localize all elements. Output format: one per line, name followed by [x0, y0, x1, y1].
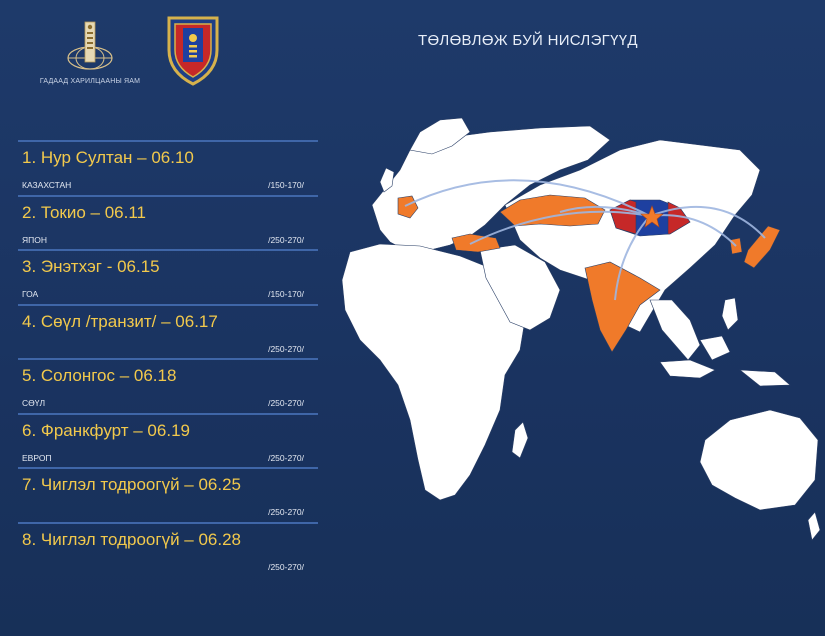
flight-item-3: 3. Энэтхэг - 06.15 ГОА /150-170/ — [18, 249, 318, 304]
scandinavia-land — [409, 117, 471, 155]
flight-item-1: 1. Нур Султан – 06.10 КАЗАХСТАН /150-170… — [18, 140, 318, 195]
flight-title: 7. Чиглэл тодроогүй – 06.25 — [22, 475, 242, 494]
flight-title: 1. Нур Султан – 06.10 — [22, 148, 194, 167]
flight-item-8: 8. Чиглэл тодроогүй – 06.28 /250-270/ — [18, 521, 318, 577]
madagascar-land — [511, 421, 529, 459]
flight-title: 4. Сөүл /транзит/ – 06.17 — [22, 311, 218, 331]
flight-passenger-range: /150-170/ — [268, 180, 304, 190]
page-title: ТӨЛӨВЛӨЖ БУЙ НИСЛЭГҮҮД — [418, 32, 638, 49]
police-emblem-icon — [167, 16, 219, 86]
flight-item-6: 6. Франкфурт – 06.19 ЕВРОП /250-270/ — [18, 412, 318, 468]
japan-highlight — [743, 225, 781, 269]
philippines-land — [721, 297, 739, 331]
flight-passenger-range: /250-270/ — [268, 561, 304, 572]
ministry-logo-icon — [67, 21, 113, 70]
route-japan — [649, 205, 766, 239]
flight-item-7: 7. Чиглэл тодроогүй – 06.25 /250-270/ — [18, 467, 318, 522]
kazakhstan-highlight — [499, 194, 606, 227]
flight-passenger-range: /250-270/ — [268, 343, 304, 354]
flight-passenger-range: /250-270/ — [268, 452, 304, 463]
turkey-highlight — [451, 233, 501, 253]
flight-passenger-range: /250-270/ — [268, 234, 304, 245]
new-guinea-land — [739, 369, 791, 387]
flight-country: ГОА — [22, 289, 39, 299]
indonesia-land — [659, 359, 716, 379]
flight-country: ЕВРОП — [22, 452, 52, 463]
ministry-name: ГАДААД ХАРИЛЦААНЫ ЯАМ — [39, 78, 141, 85]
australia-land — [699, 409, 819, 511]
africa-land — [341, 243, 526, 501]
borneo-land — [699, 335, 731, 361]
flight-list: 1. Нур Султан – 06.10 КАЗАХСТАН /150-170… — [18, 140, 318, 576]
flight-item-2: 2. Токио – 06.11 ЯПОН /250-270/ — [18, 194, 318, 250]
route-turkey — [469, 210, 651, 245]
flight-title: 2. Токио – 06.11 — [22, 202, 146, 222]
flight-passenger-range: /250-270/ — [268, 507, 304, 517]
flight-item-5: 5. Солонгос – 06.18 СӨҮЛ /250-270/ — [18, 358, 318, 413]
flight-title: 6. Франкфурт – 06.19 — [22, 420, 190, 440]
route-frankfurt — [404, 179, 651, 217]
uk-land — [379, 167, 395, 193]
flight-title: 8. Чиглэл тодроогүй – 06.28 — [22, 529, 242, 549]
ministry-logo: ГАДААД ХАРИЛЦААНЫ ЯАМ — [20, 18, 160, 90]
world-map — [341, 117, 821, 541]
flight-passenger-range: /150-170/ — [268, 289, 304, 299]
police-emblem — [165, 14, 221, 91]
flight-passenger-range: /250-270/ — [268, 398, 304, 408]
route-kazakhstan — [559, 205, 651, 217]
new-zealand-land — [807, 511, 821, 541]
flight-country: ЯПОН — [22, 234, 47, 245]
flight-country: СӨҮЛ — [22, 398, 46, 408]
flight-country: КАЗАХСТАН — [22, 180, 72, 190]
india-highlight — [584, 261, 661, 353]
flight-routes — [404, 179, 766, 301]
origin-star-icon — [640, 205, 664, 228]
southeast-asia-land — [649, 299, 701, 361]
flight-item-4: 4. Сөүл /транзит/ – 06.17 /250-270/ — [18, 303, 318, 359]
middle-east-land — [479, 244, 561, 331]
asia-land — [504, 139, 761, 333]
route-india — [614, 215, 651, 301]
flight-title: 3. Энэтхэг - 06.15 — [22, 257, 160, 276]
europe-land — [371, 125, 611, 251]
flight-title: 5. Солонгос – 06.18 — [22, 366, 177, 385]
